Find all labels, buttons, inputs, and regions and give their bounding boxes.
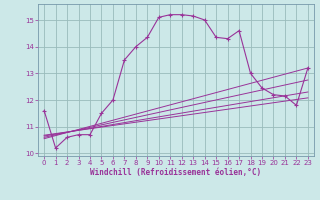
X-axis label: Windchill (Refroidissement éolien,°C): Windchill (Refroidissement éolien,°C)	[91, 168, 261, 177]
